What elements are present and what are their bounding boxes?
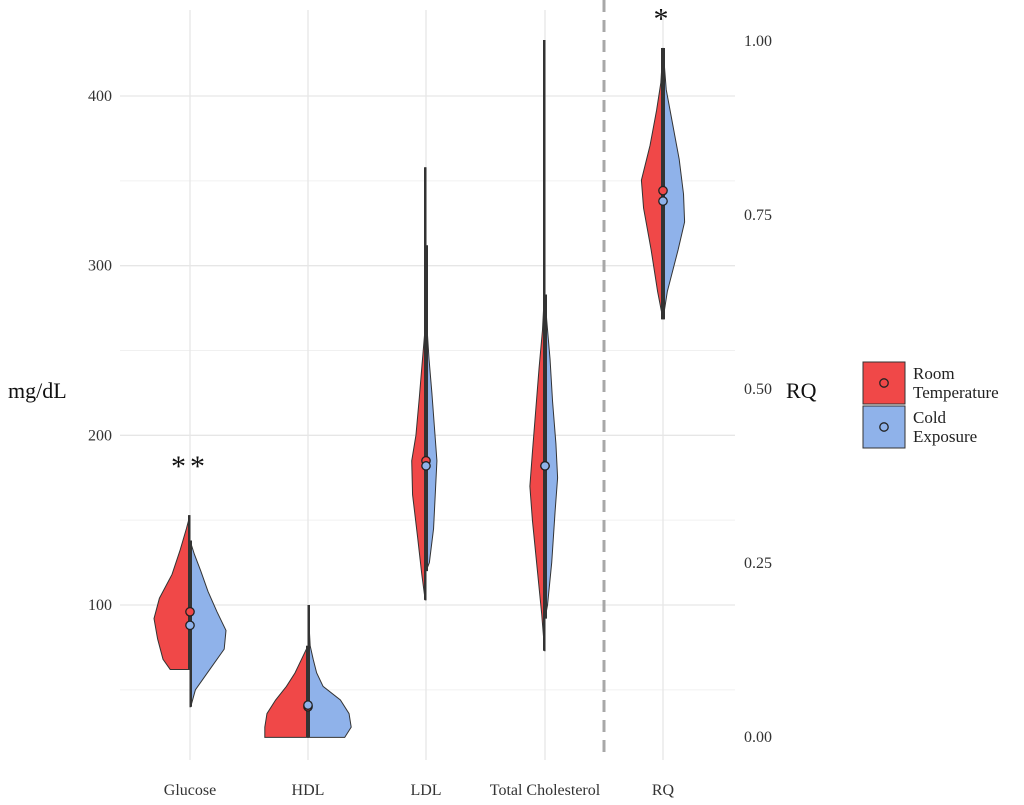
violin-half — [529, 40, 546, 652]
violin-half — [189, 540, 227, 708]
significance-annotation: ** — [171, 450, 209, 483]
annotations-layer: *** — [171, 3, 673, 484]
left-tick-label: 300 — [88, 258, 112, 275]
violin-half — [411, 167, 427, 601]
median-point — [540, 461, 550, 471]
left-tick-label: 100 — [88, 597, 112, 614]
legend-label: Room Temperature — [913, 364, 999, 402]
right-axis-label: RQ — [786, 378, 817, 403]
category-label: Total Cholesterol — [490, 782, 601, 799]
legend: Room Temperature Cold Exposure — [862, 361, 999, 449]
legend-point — [879, 378, 889, 388]
legend-label: Cold Exposure — [913, 408, 977, 446]
left-tick-label: 400 — [88, 88, 112, 105]
left-tick-label: 200 — [88, 427, 112, 444]
median-point — [421, 461, 431, 471]
median-point — [658, 196, 668, 206]
violins-layer — [153, 40, 686, 738]
violin-half — [640, 47, 664, 320]
violin-half — [307, 604, 352, 738]
median-point — [185, 620, 195, 631]
right-tick-label: 1.00 — [744, 33, 772, 50]
category-label: RQ — [652, 782, 675, 799]
tick-labels: 100 200 300 400 0.00 0.25 0.50 0.75 1.00 Glucose H… — [88, 33, 772, 799]
violin-half — [264, 645, 309, 738]
median-point — [185, 606, 195, 617]
significance-annotation: * — [654, 3, 673, 36]
category-label: HDL — [292, 782, 325, 799]
right-tick-label: 0.00 — [744, 729, 772, 746]
legend-point — [879, 422, 889, 432]
violin-half — [662, 47, 686, 320]
median-point — [658, 185, 668, 196]
category-label: LDL — [410, 782, 441, 799]
category-label: Glucose — [164, 782, 216, 799]
right-tick-label: 0.25 — [744, 555, 772, 572]
right-tick-label: 0.75 — [744, 207, 772, 224]
median-point — [303, 700, 313, 710]
right-tick-label: 0.50 — [744, 381, 772, 398]
violin-half — [153, 514, 191, 670]
left-axis-label: mg/dL — [8, 378, 67, 403]
